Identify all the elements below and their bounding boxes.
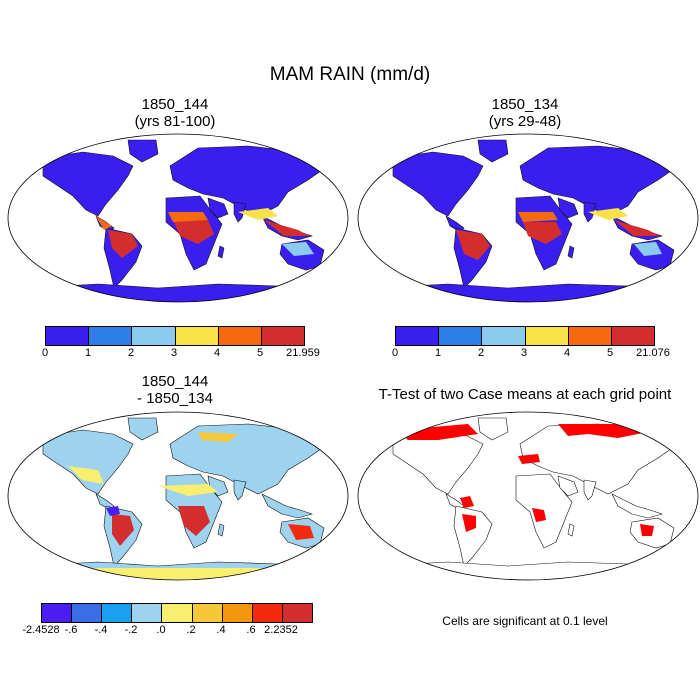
colorbar-tick-label: 1 xyxy=(84,347,92,359)
colorbar-swatch xyxy=(72,604,103,622)
colorbar-tick-label: 0 xyxy=(391,347,399,359)
colorbar-swatch xyxy=(192,604,223,622)
map-panel-3 xyxy=(7,411,349,581)
colorbar-swatch xyxy=(46,327,90,345)
panel1-title-line2: (yrs 81-100) xyxy=(134,113,216,130)
colorbar-swatch xyxy=(525,327,569,345)
colorbar-swatch xyxy=(132,327,176,345)
colorbar-rain-1 xyxy=(45,326,305,346)
colorbar-tick-label: 21.959 xyxy=(286,347,320,359)
panel2-title-line2: (yrs 29-48) xyxy=(488,113,562,130)
colorbar-tick-label: -.4 xyxy=(94,624,108,636)
colorbar-tick-label: -.2 xyxy=(124,624,138,636)
colorbar-swatch xyxy=(132,604,163,622)
colorbar-tick-label: -.6 xyxy=(64,624,78,636)
colorbar-tick-label: 2 xyxy=(477,347,485,359)
colorbar-swatch xyxy=(252,604,283,622)
colorbar-tick-label: .6 xyxy=(246,624,256,636)
colorbar-swatch xyxy=(482,327,526,345)
colorbar-tick-label: 0 xyxy=(41,347,49,359)
colorbar-tick-label: 4 xyxy=(563,347,571,359)
colorbar-swatch xyxy=(282,604,312,622)
colorbar-swatch xyxy=(568,327,612,345)
colorbar-tick-label: 2 xyxy=(127,347,135,359)
colorbar-swatch xyxy=(175,327,219,345)
colorbar-swatch xyxy=(218,327,262,345)
map-panel-1 xyxy=(7,133,349,303)
map-panel-4 xyxy=(357,411,699,581)
colorbar-swatch xyxy=(102,604,133,622)
panel3-title-line1: 1850_144 xyxy=(141,373,209,390)
colorbar-tick-label: 5 xyxy=(256,347,264,359)
colorbar-diff-labels: -2.4528 -.6 -.4 -.2 .0 .2 .4 .6 2.2352 xyxy=(22,624,311,638)
colorbar-swatch xyxy=(611,327,655,345)
colorbar-tick-label: 5 xyxy=(606,347,614,359)
colorbar-swatch xyxy=(261,327,305,345)
colorbar-swatch xyxy=(396,327,440,345)
panel4-title-line1: T-Test of two Case means at each grid po… xyxy=(378,386,672,403)
map-panel-2 xyxy=(357,133,699,303)
colorbar-rain-2 xyxy=(395,326,655,346)
colorbar-swatch xyxy=(162,604,193,622)
colorbar-rain-1-labels: 0 1 2 3 4 5 21.959 xyxy=(41,347,320,361)
colorbar-tick-label: .0 xyxy=(156,624,166,636)
colorbar-tick-label: 3 xyxy=(520,347,528,359)
panel4-title: T-Test of two Case means at each grid po… xyxy=(350,386,700,403)
colorbar-tick-label: 21.076 xyxy=(636,347,670,359)
colorbar-diff xyxy=(41,603,313,623)
colorbar-tick-label: 4 xyxy=(213,347,221,359)
panel1-title-line1: 1850_144 xyxy=(141,96,209,113)
panel2-title-line1: 1850_134 xyxy=(491,96,559,113)
panel3-title: 1850_144 - 1850_134 xyxy=(75,373,275,407)
colorbar-tick-label: -2.4528 xyxy=(22,624,60,636)
colorbar-swatch xyxy=(439,327,483,345)
colorbar-tick-label: 1 xyxy=(434,347,442,359)
colorbar-rain-2-labels: 0 1 2 3 4 5 21.076 xyxy=(391,347,670,361)
colorbar-tick-label: 3 xyxy=(170,347,178,359)
colorbar-tick-label: .2 xyxy=(186,624,196,636)
colorbar-swatch xyxy=(89,327,133,345)
panel3-title-line2: - 1850_134 xyxy=(137,390,213,407)
panel2-title: 1850_134 (yrs 29-48) xyxy=(425,96,625,130)
significance-note: Cells are significant at 0.1 level xyxy=(442,614,608,628)
panel1-title: 1850_144 (yrs 81-100) xyxy=(75,96,275,130)
colorbar-swatch xyxy=(222,604,253,622)
colorbar-swatch xyxy=(42,604,73,622)
colorbar-tick-label: .4 xyxy=(216,624,226,636)
main-title: MAM RAIN (mm/d) xyxy=(269,64,431,85)
colorbar-tick-label: 2.2352 xyxy=(264,624,298,636)
